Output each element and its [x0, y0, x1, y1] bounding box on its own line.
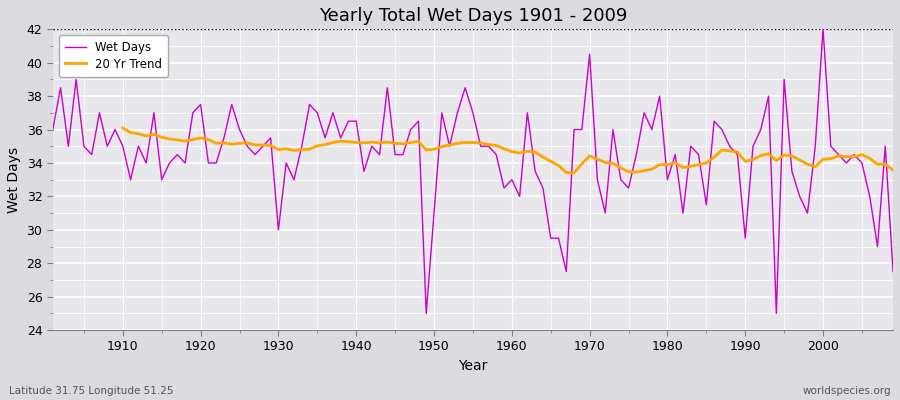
Wet Days [48, 127, 58, 132]
Line: Wet Days: Wet Days [53, 29, 893, 313]
20 Yr Trend [514, 150, 525, 155]
X-axis label: Year: Year [458, 359, 488, 373]
Wet Days [514, 194, 525, 199]
20 Yr Trend [857, 152, 868, 157]
20 Yr Trend [569, 170, 580, 175]
Wet Days [507, 177, 517, 182]
Y-axis label: Wet Days: Wet Days [7, 147, 21, 213]
Legend: Wet Days, 20 Yr Trend: Wet Days, 20 Yr Trend [58, 35, 168, 76]
Wet Days [817, 27, 828, 32]
20 Yr Trend [584, 154, 595, 158]
20 Yr Trend [117, 126, 128, 130]
20 Yr Trend [833, 154, 844, 158]
Wet Days [328, 110, 338, 115]
Wet Days [887, 269, 898, 274]
20 Yr Trend [296, 147, 307, 152]
20 Yr Trend [266, 143, 276, 148]
Wet Days [421, 311, 432, 316]
Wet Days [608, 127, 618, 132]
Line: 20 Yr Trend: 20 Yr Trend [122, 128, 893, 173]
Wet Days [281, 160, 292, 165]
20 Yr Trend [887, 168, 898, 172]
Wet Days [110, 127, 121, 132]
Text: worldspecies.org: worldspecies.org [803, 386, 891, 396]
Text: Latitude 31.75 Longitude 51.25: Latitude 31.75 Longitude 51.25 [9, 386, 174, 396]
Title: Yearly Total Wet Days 1901 - 2009: Yearly Total Wet Days 1901 - 2009 [319, 7, 627, 25]
